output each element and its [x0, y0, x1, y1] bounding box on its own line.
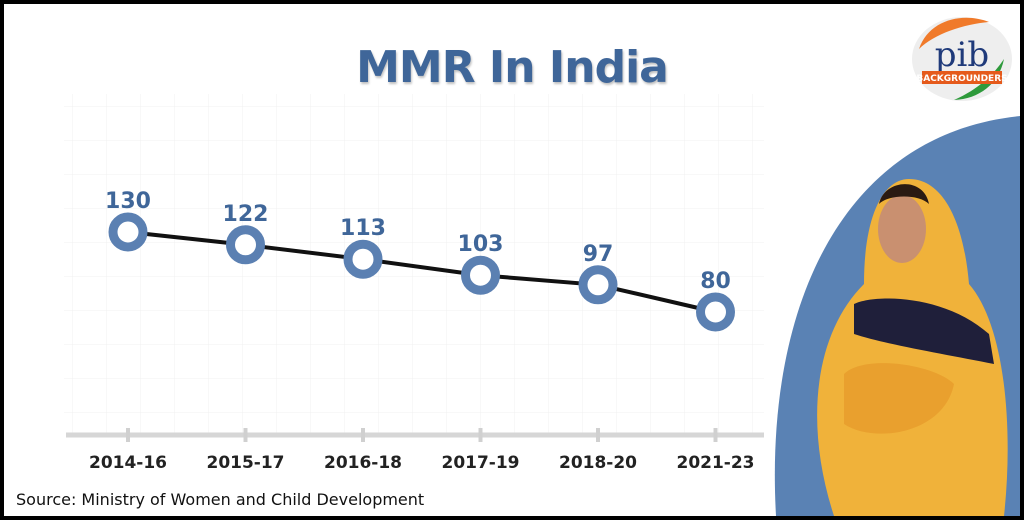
x-tick-label: 2015-17 — [206, 453, 284, 473]
x-tick-label: 2017-19 — [441, 453, 519, 473]
data-point — [461, 255, 500, 295]
pib-logo-subtext: BACKGROUNDERS — [916, 74, 1007, 84]
data-label: 122 — [223, 202, 269, 227]
x-tick-label: 2021-23 — [676, 453, 754, 473]
chart-title: MMR In India — [356, 42, 669, 93]
series-line — [127, 230, 716, 314]
source-note: Source: Ministry of Women and Child Deve… — [16, 490, 425, 509]
x-tick-label: 2016-18 — [324, 453, 402, 473]
pib-logo-text: pib — [935, 35, 989, 75]
x-tick-label: 2018-20 — [559, 453, 637, 473]
data-point — [343, 239, 383, 279]
data-label: 130 — [105, 189, 151, 214]
data-label: 80 — [700, 269, 731, 294]
data-point — [696, 292, 735, 332]
data-label: 97 — [583, 242, 614, 267]
data-point — [578, 265, 618, 305]
mmr-line-chart: pib BACKGROUNDERS 130 2014-16 122 2015-17 11… — [64, 17, 1020, 516]
data-label: 113 — [340, 216, 386, 241]
data-label: 103 — [458, 232, 504, 257]
woman-illustration — [817, 179, 1008, 516]
chart-grid — [64, 94, 764, 434]
data-point — [108, 212, 148, 252]
pib-logo: pib BACKGROUNDERS — [912, 17, 1012, 101]
data-point — [226, 225, 265, 265]
x-tick-label: 2014-16 — [89, 453, 167, 473]
